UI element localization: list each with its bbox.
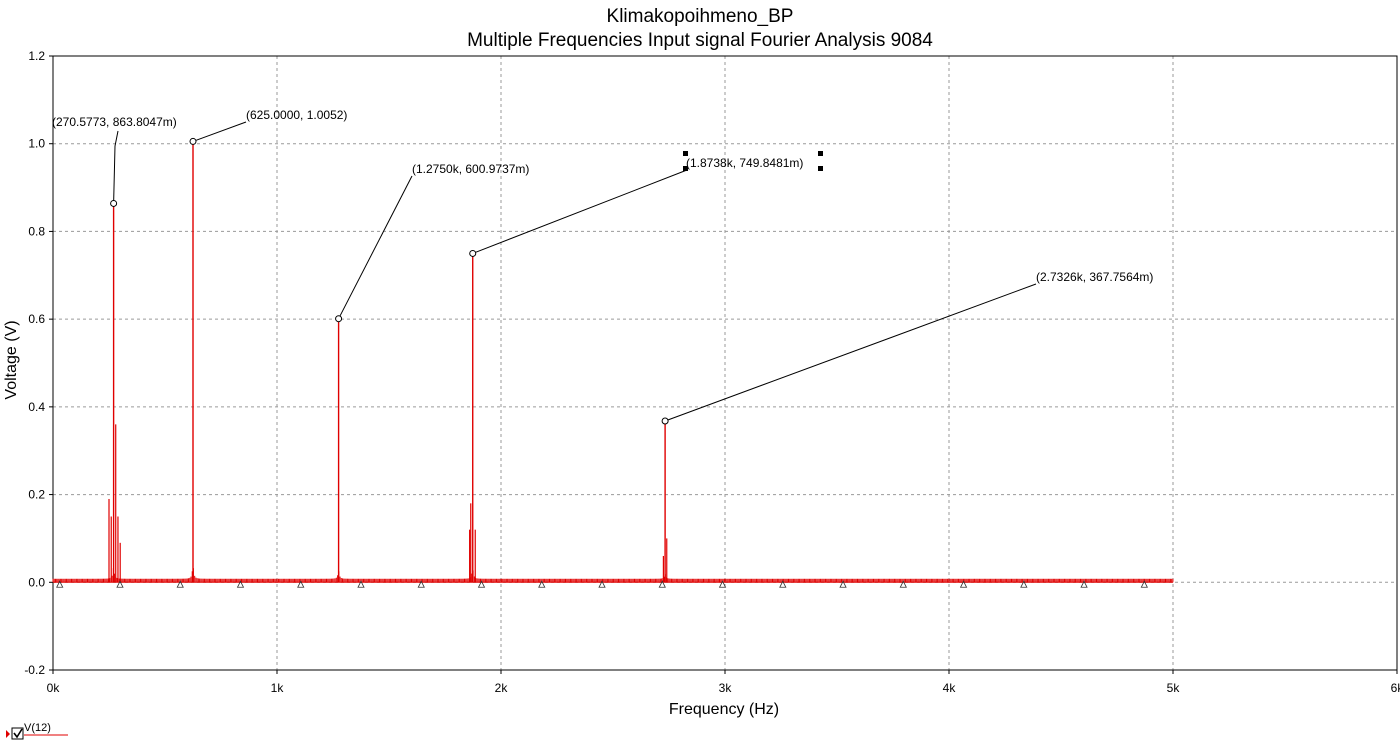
x-tick-label: 5k (1167, 681, 1181, 695)
legend-label: V(12) (24, 722, 51, 734)
data-marker (1140, 580, 1148, 588)
annotation-leader (472, 169, 688, 254)
data-marker (417, 580, 425, 588)
data-marker (718, 580, 727, 588)
annotation-label: (1.2750k, 600.9737m) (412, 162, 529, 176)
data-marker (176, 580, 184, 588)
annotation-label: (1.8738k, 749.8481m) (686, 156, 803, 170)
grid-lines (53, 56, 1397, 670)
annotation-point (661, 417, 669, 425)
y-tick-label: -0.2 (24, 663, 45, 677)
annotation-label: (270.5773, 863.8047m) (52, 115, 177, 129)
annotation-label: (2.7326k, 367.7564m) (1036, 270, 1153, 284)
data-marker (658, 580, 666, 588)
data-marker (236, 580, 245, 588)
data-marker (1020, 580, 1028, 588)
data-marker (477, 580, 486, 588)
data-marker (598, 580, 606, 588)
x-tick-label: 0k (47, 681, 61, 695)
legend[interactable]: V(12) (2, 720, 82, 750)
selection-handle (683, 151, 688, 156)
y-axis-label: Voltage (V) (3, 320, 20, 399)
selection-handle (683, 166, 688, 171)
selection-handle (818, 151, 823, 156)
data-marker (959, 580, 968, 588)
annotation-leader (192, 121, 247, 142)
annotation-point (335, 315, 343, 323)
data-marker (538, 580, 546, 588)
annotation-point (110, 199, 118, 207)
annotation-leader (664, 283, 1037, 422)
x-tick-label: 2k (495, 681, 509, 695)
legend-checkbox[interactable] (11, 727, 24, 740)
data-marker (357, 580, 365, 588)
chart-title: Klimakopoihmeno_BP (607, 6, 794, 27)
x-tick-label: 3k (719, 681, 733, 695)
x-axis-label: Frequency (Hz) (669, 701, 779, 718)
annotations: (270.5773, 863.8047m) (625.0000, 1.0052) (… (52, 108, 1153, 425)
x-tick-label: 4k (943, 681, 957, 695)
legend-marker-icon (6, 730, 10, 738)
data-marker (56, 580, 64, 588)
data-marker (839, 580, 847, 588)
y-tick-label: 1.2 (28, 49, 45, 63)
data-marker (297, 580, 305, 588)
y-tick-label: 0.6 (28, 312, 45, 326)
y-tick-label: 0.0 (28, 575, 45, 589)
axis-ticks: 0k 1k 2k 3k 4k 5k 6k -0.2 0.0 0.2 0.4 0.6 0.8 1.0 1.2 (24, 49, 1400, 695)
chart-subtitle: Multiple Frequencies Input signal Fourie… (467, 30, 933, 51)
y-tick-label: 0.8 (28, 224, 45, 238)
selection-handle (818, 166, 823, 171)
data-marker (1080, 580, 1088, 588)
annotation-leader (338, 175, 413, 319)
y-tick-label: 0.4 (28, 400, 45, 414)
y-tick-label: 1.0 (28, 137, 45, 151)
annotation-point (469, 249, 477, 257)
data-marker (779, 580, 787, 588)
data-marker (116, 580, 124, 588)
series-v12 (52, 141, 1174, 588)
x-tick-label: 6k (1391, 681, 1400, 695)
y-tick-label: 0.2 (28, 488, 45, 502)
annotation-label: (625.0000, 1.0052) (246, 108, 347, 122)
x-tick-label: 1k (271, 681, 285, 695)
data-marker (899, 580, 907, 588)
annotation-leader (113, 130, 119, 204)
annotation-point (189, 137, 197, 145)
check-icon (13, 728, 23, 739)
